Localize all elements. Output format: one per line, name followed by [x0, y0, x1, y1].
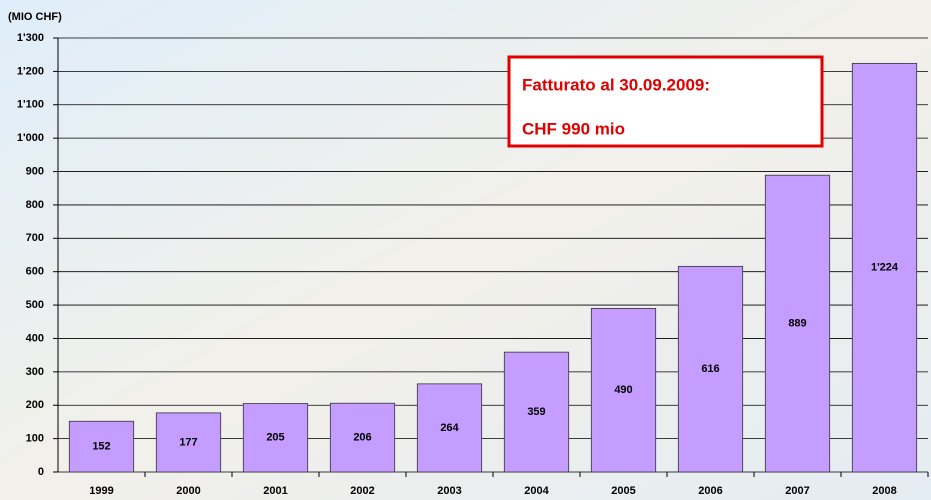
y-tick-label: 1'100 [17, 99, 44, 111]
x-tick-label: 2004 [524, 485, 549, 497]
y-tick-label: 500 [26, 299, 44, 311]
y-tick-label: 100 [26, 433, 44, 445]
annotation-box [507, 55, 824, 148]
data-label: 490 [614, 384, 632, 396]
y-tick-label: 200 [26, 399, 44, 411]
x-tick-label: 2008 [872, 485, 896, 497]
y-tick-label: 700 [26, 232, 44, 244]
x-tick-label: 2006 [698, 485, 722, 497]
x-tick-label: 2007 [785, 485, 809, 497]
x-tick-label: 2001 [263, 485, 287, 497]
bar [416, 383, 483, 473]
annotation-text: Fatturato al 30.09.2009: [522, 75, 710, 94]
x-tick-label: 1999 [89, 485, 113, 497]
data-label: 206 [353, 432, 371, 444]
data-label: 889 [788, 318, 806, 330]
data-label: 616 [701, 363, 719, 375]
y-tick-label: 1'000 [17, 132, 44, 144]
annotation-text: CHF 990 mio [522, 119, 625, 138]
bar [764, 174, 831, 473]
bar [155, 412, 222, 473]
y-tick-label: 900 [26, 165, 44, 177]
x-tick-label: 2005 [611, 485, 635, 497]
y-tick-label: 600 [26, 266, 44, 278]
bar [503, 351, 570, 473]
data-label: 152 [92, 441, 110, 453]
bar [242, 403, 309, 473]
x-tick-label: 2000 [176, 485, 200, 497]
data-label: 1'224 [871, 262, 899, 274]
y-tick-label: 400 [26, 332, 44, 344]
data-label: 359 [527, 406, 545, 418]
y-tick-label: 800 [26, 199, 44, 211]
bar [677, 265, 744, 473]
y-tick-label: 1'300 [17, 32, 44, 44]
x-tick-label: 2003 [437, 485, 461, 497]
data-label: 177 [179, 436, 197, 448]
axis-label: (MIO CHF) [8, 11, 62, 23]
y-tick-label: 0 [38, 466, 44, 478]
bar [68, 420, 135, 473]
bar [590, 308, 657, 473]
bar [851, 62, 918, 473]
y-tick-label: 1'200 [17, 65, 44, 77]
data-label: 205 [266, 432, 284, 444]
bar [329, 402, 396, 473]
y-tick-label: 300 [26, 366, 44, 378]
x-tick-label: 2002 [350, 485, 374, 497]
data-label: 264 [440, 422, 459, 434]
